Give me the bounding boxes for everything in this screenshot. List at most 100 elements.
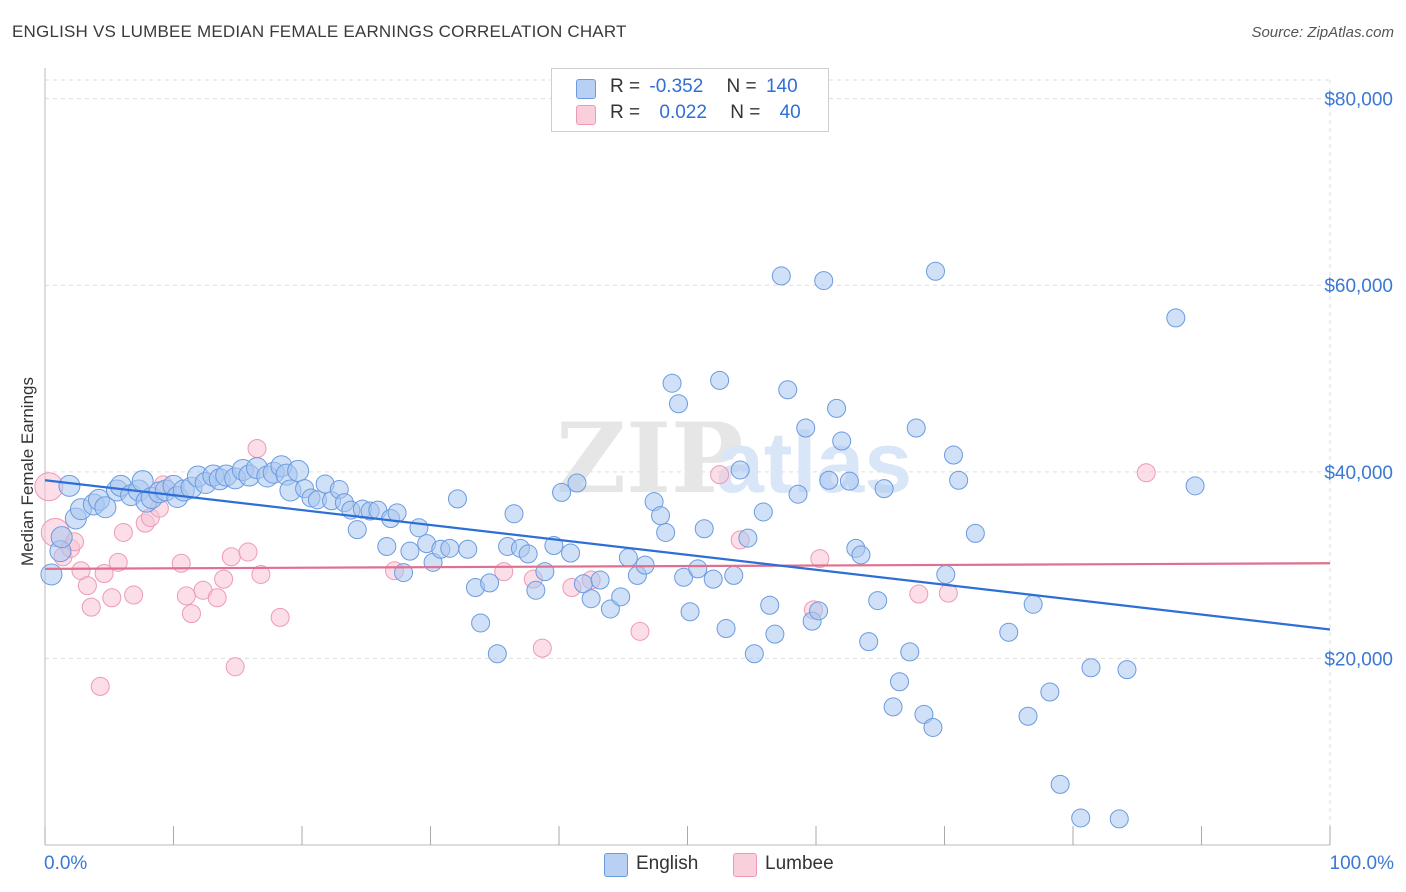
lumbee-point: [171, 553, 191, 573]
lumbee-point: [270, 607, 290, 627]
source-note: Source: ZipAtlas.com: [1251, 24, 1394, 41]
english-point: [716, 619, 736, 639]
lumbee-point: [238, 542, 258, 562]
lumbee-point: [214, 569, 234, 589]
english-point: [581, 589, 601, 609]
english-point: [656, 522, 676, 542]
legend-n-value-lumbee: 40: [779, 102, 801, 123]
english-point: [526, 580, 546, 600]
english-point: [377, 536, 397, 556]
english-point: [710, 370, 730, 390]
axes: [44, 68, 1331, 846]
english-point: [832, 431, 852, 451]
legend-n-label: N =: [730, 102, 761, 123]
lumbee-point: [630, 621, 650, 641]
lumbee-point: [207, 588, 227, 608]
english-point: [883, 697, 903, 717]
legend-r-label: R =: [610, 102, 641, 123]
trend-lines: [44, 479, 1331, 631]
english-point: [1185, 476, 1205, 496]
english-point: [1081, 658, 1101, 678]
english-point: [552, 482, 572, 502]
english-point: [287, 459, 310, 482]
english-point: [94, 496, 117, 519]
english-point: [518, 544, 538, 564]
correlation-legend: R = -0.352 N = 140 R = 0.022 N = 40: [551, 68, 829, 132]
english-point: [949, 470, 969, 490]
english-point: [409, 518, 429, 538]
english-point: [965, 523, 985, 543]
tick-labels: $20,000 $40,000 $60,000 $80,000 0.0% 100.0%: [44, 90, 1394, 874]
english-point: [936, 564, 956, 584]
english-point: [760, 595, 780, 615]
english-point: [923, 717, 943, 737]
lumbee-legend-swatch: [733, 853, 757, 877]
english-point: [744, 644, 764, 664]
english-point: [943, 445, 963, 465]
y-tick-label: $20,000: [1324, 649, 1393, 670]
lumbee-point: [225, 657, 245, 677]
watermark: ZIP atlas: [556, 402, 912, 515]
english-point: [738, 528, 758, 548]
english-point: [819, 470, 839, 490]
legend-r-label: R =: [610, 76, 641, 97]
english-point: [440, 538, 460, 558]
english-point: [906, 418, 926, 438]
english-point: [914, 704, 934, 724]
english-point: [561, 543, 581, 563]
lumbee-point: [1136, 463, 1156, 483]
english-point: [447, 489, 467, 509]
lumbee-point: [247, 439, 267, 459]
english-point: [809, 601, 829, 621]
english-point: [1071, 808, 1091, 828]
lumbee-point: [532, 638, 552, 658]
lumbee-swatch: [576, 105, 596, 125]
legend-r-value-lumbee: 0.022: [659, 102, 707, 123]
y-tick-label: $40,000: [1324, 463, 1393, 484]
english-point: [40, 563, 63, 586]
english-point: [724, 565, 744, 585]
english-point: [487, 644, 507, 664]
legend-n-label: N =: [726, 76, 757, 97]
english-point: [796, 418, 816, 438]
english-point: [347, 520, 367, 540]
english-point: [1023, 594, 1043, 614]
english-point: [400, 541, 420, 561]
english-point: [611, 587, 631, 607]
lumbee-legend-label: Lumbee: [765, 853, 834, 874]
english-point: [458, 539, 478, 559]
english-point: [859, 632, 879, 652]
english-point: [471, 613, 491, 633]
english-point: [788, 484, 808, 504]
english-point: [387, 503, 407, 523]
english-point: [651, 506, 671, 526]
english-point: [480, 573, 500, 593]
legend-n-value-english: 140: [765, 76, 798, 97]
english-point: [535, 562, 555, 582]
english-point: [900, 642, 920, 662]
english-point: [1018, 706, 1038, 726]
english-point: [1109, 809, 1129, 829]
english-point: [688, 559, 708, 579]
english-point: [868, 591, 888, 611]
lumbee-point: [108, 552, 128, 572]
lumbee-trend-line: [44, 562, 1331, 570]
lumbee-point: [77, 576, 97, 596]
english-point: [58, 474, 81, 497]
english-point: [567, 473, 587, 493]
english-legend-label: English: [636, 853, 699, 874]
english-trend-line: [44, 479, 1331, 631]
english-point: [50, 526, 73, 549]
english-point: [839, 471, 859, 491]
lumbee-point: [113, 522, 133, 542]
english-point: [600, 599, 620, 619]
english-point: [827, 398, 847, 418]
english-swatch: [576, 79, 596, 99]
english-point: [590, 570, 610, 590]
legend-r-value-english: -0.352: [649, 76, 704, 97]
english-point: [999, 622, 1019, 642]
lumbee-point: [176, 586, 196, 606]
english-point: [771, 266, 791, 286]
english-point: [662, 373, 682, 393]
